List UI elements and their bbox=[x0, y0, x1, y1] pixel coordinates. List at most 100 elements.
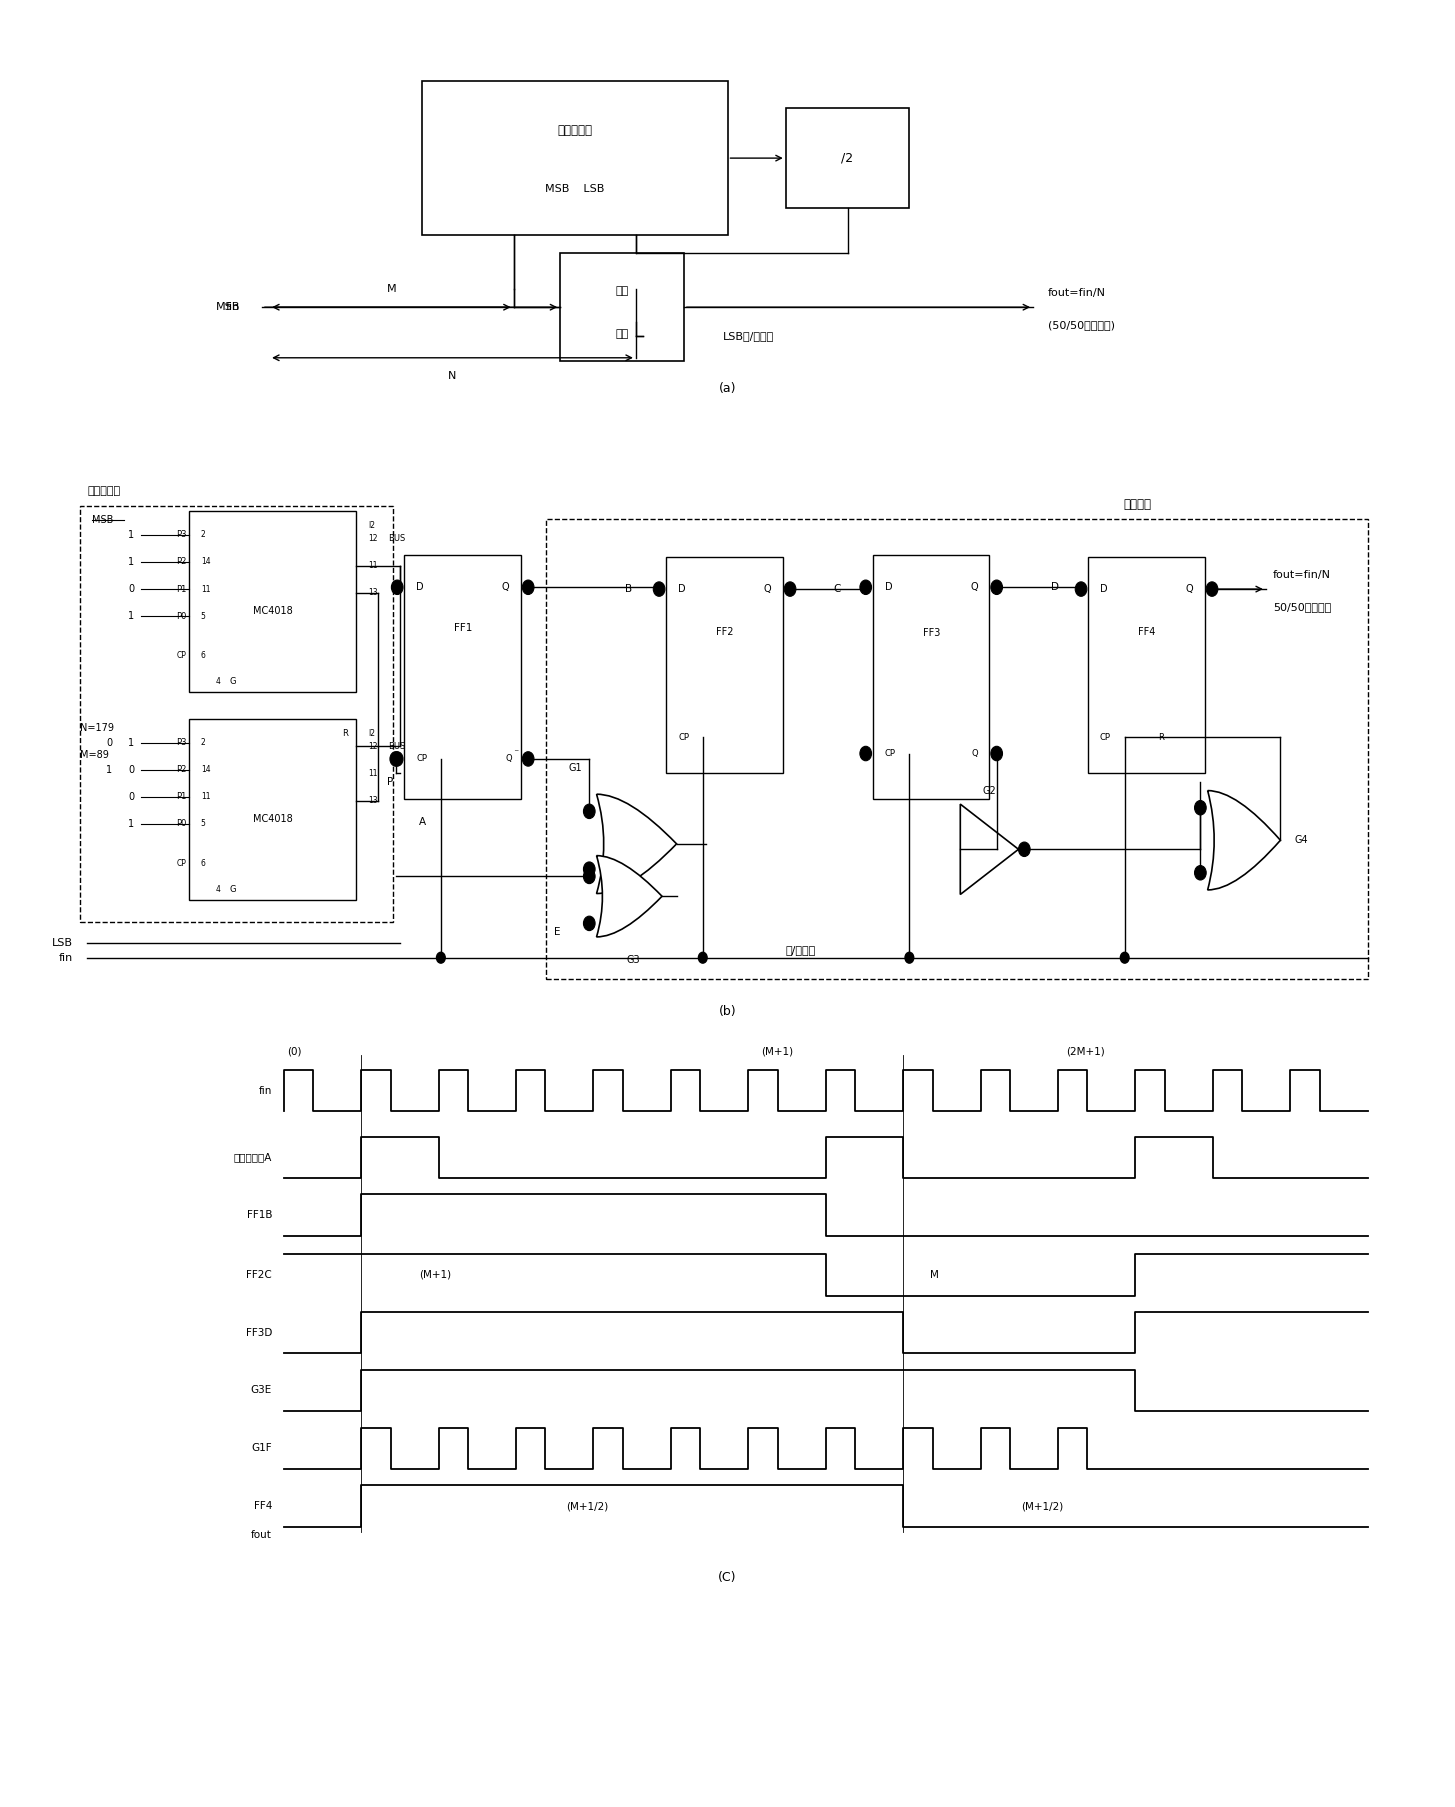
Text: _: _ bbox=[515, 744, 518, 752]
Text: N=179: N=179 bbox=[80, 723, 113, 734]
Circle shape bbox=[390, 752, 402, 766]
Text: R: R bbox=[1158, 734, 1164, 741]
Text: 2: 2 bbox=[201, 739, 205, 746]
Text: 1: 1 bbox=[128, 611, 134, 622]
Text: 4: 4 bbox=[215, 678, 220, 685]
Bar bbox=[189, 719, 356, 900]
Text: D: D bbox=[1051, 582, 1059, 593]
Text: I2: I2 bbox=[368, 730, 375, 737]
Circle shape bbox=[653, 582, 665, 596]
Text: G1F: G1F bbox=[252, 1444, 272, 1453]
Circle shape bbox=[1018, 842, 1030, 857]
Text: P0: P0 bbox=[176, 613, 186, 620]
Text: CP: CP bbox=[176, 652, 186, 660]
Text: 0: 0 bbox=[128, 791, 134, 802]
Circle shape bbox=[1206, 582, 1218, 596]
Text: (2M+1): (2M+1) bbox=[1067, 1046, 1106, 1057]
Text: 11: 11 bbox=[368, 770, 378, 777]
Text: 12: 12 bbox=[368, 535, 378, 542]
Text: P3: P3 bbox=[176, 739, 186, 746]
Text: M: M bbox=[930, 1270, 938, 1279]
Text: MC4018: MC4018 bbox=[253, 605, 292, 616]
Text: M: M bbox=[387, 284, 396, 295]
Text: BUS: BUS bbox=[388, 535, 406, 542]
Text: 1: 1 bbox=[128, 529, 134, 540]
Text: P2: P2 bbox=[176, 558, 186, 566]
Text: Q: Q bbox=[1186, 584, 1193, 595]
Text: R: R bbox=[342, 730, 348, 737]
Text: 11: 11 bbox=[368, 562, 378, 569]
Text: (M+1/2): (M+1/2) bbox=[566, 1502, 608, 1511]
Text: 2: 2 bbox=[201, 531, 205, 538]
Text: fout: fout bbox=[252, 1531, 272, 1540]
Bar bbox=[873, 555, 989, 799]
Text: B: B bbox=[626, 584, 631, 595]
Text: 13: 13 bbox=[368, 797, 378, 804]
Text: 6: 6 bbox=[201, 652, 205, 660]
Text: P3: P3 bbox=[176, 531, 186, 538]
Circle shape bbox=[522, 580, 534, 595]
Circle shape bbox=[1075, 582, 1087, 596]
Circle shape bbox=[522, 752, 534, 766]
Circle shape bbox=[991, 746, 1002, 761]
Text: E: E bbox=[554, 927, 560, 938]
Text: 奇/偶控制: 奇/偶控制 bbox=[786, 945, 815, 956]
Text: MSB: MSB bbox=[92, 515, 113, 526]
PathPatch shape bbox=[597, 795, 677, 893]
Text: (50/50占空因数): (50/50占空因数) bbox=[1048, 320, 1115, 331]
PathPatch shape bbox=[597, 857, 662, 938]
Text: G: G bbox=[230, 678, 236, 685]
Text: D: D bbox=[678, 584, 685, 595]
Text: 6: 6 bbox=[201, 860, 205, 867]
Circle shape bbox=[1120, 952, 1129, 963]
Text: (M+1): (M+1) bbox=[761, 1046, 793, 1057]
Text: FF3: FF3 bbox=[922, 627, 940, 638]
Text: (0): (0) bbox=[287, 1046, 301, 1057]
Text: fin: fin bbox=[58, 952, 73, 963]
Text: G3: G3 bbox=[626, 954, 640, 965]
Text: G: G bbox=[230, 885, 236, 893]
Text: 14: 14 bbox=[201, 766, 211, 773]
Text: fin: fin bbox=[259, 1086, 272, 1095]
Circle shape bbox=[391, 580, 403, 595]
Circle shape bbox=[583, 869, 595, 884]
Text: FF4: FF4 bbox=[253, 1502, 272, 1511]
Text: 0: 0 bbox=[128, 584, 134, 595]
Text: P0: P0 bbox=[176, 820, 186, 828]
Bar bbox=[666, 557, 783, 773]
Text: 11: 11 bbox=[201, 793, 211, 801]
Text: MC4018: MC4018 bbox=[253, 813, 292, 824]
Text: Q: Q bbox=[970, 750, 978, 757]
Text: D: D bbox=[416, 582, 423, 593]
PathPatch shape bbox=[1208, 791, 1280, 889]
Bar bbox=[560, 253, 684, 361]
Text: FF1B: FF1B bbox=[246, 1211, 272, 1220]
Circle shape bbox=[1195, 866, 1206, 880]
Circle shape bbox=[860, 746, 872, 761]
Circle shape bbox=[698, 952, 707, 963]
Text: (C): (C) bbox=[719, 1570, 736, 1585]
Text: 13: 13 bbox=[368, 589, 378, 596]
Text: (b): (b) bbox=[719, 1005, 736, 1019]
Text: CP: CP bbox=[678, 734, 690, 741]
Text: P1: P1 bbox=[176, 585, 186, 593]
Circle shape bbox=[991, 580, 1002, 595]
Text: 分频器输出A: 分频器输出A bbox=[234, 1153, 272, 1162]
Text: 12: 12 bbox=[368, 743, 378, 750]
Text: 5: 5 bbox=[201, 613, 205, 620]
Text: P2: P2 bbox=[176, 766, 186, 773]
Text: P1: P1 bbox=[176, 793, 186, 801]
Text: 4: 4 bbox=[215, 885, 220, 893]
Text: CP: CP bbox=[416, 755, 428, 763]
Text: D: D bbox=[885, 582, 892, 593]
Text: 0: 0 bbox=[106, 737, 112, 748]
Text: M=89: M=89 bbox=[80, 750, 109, 761]
Circle shape bbox=[860, 580, 872, 595]
Text: A: A bbox=[419, 817, 426, 828]
Text: 14: 14 bbox=[201, 558, 211, 566]
Circle shape bbox=[905, 952, 914, 963]
Text: 控制: 控制 bbox=[615, 286, 629, 296]
Text: BUS: BUS bbox=[388, 743, 406, 750]
Text: G2: G2 bbox=[982, 786, 997, 797]
Text: 11: 11 bbox=[201, 585, 211, 593]
